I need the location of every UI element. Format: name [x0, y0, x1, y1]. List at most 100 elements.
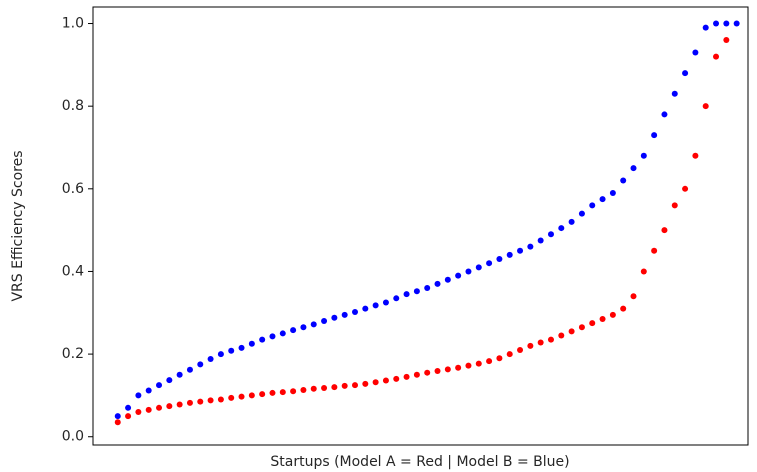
scatter-point	[135, 392, 142, 399]
scatter-point	[403, 291, 410, 298]
scatter-point	[506, 351, 513, 358]
scatter-point	[166, 403, 173, 410]
scatter-point	[558, 225, 565, 232]
scatter-point	[393, 295, 400, 302]
scatter-point	[352, 308, 358, 315]
scatter-point	[197, 361, 204, 368]
scatter-point	[125, 413, 132, 420]
scatter-point	[455, 272, 462, 279]
scatter-point	[372, 302, 379, 309]
scatter-point	[217, 351, 224, 358]
scatter-point	[290, 327, 297, 334]
scatter-point	[424, 284, 431, 291]
scatter-point	[723, 37, 730, 44]
scatter-point	[661, 111, 668, 118]
scatter-point	[547, 336, 554, 343]
y-tick-label: 0.8	[62, 98, 84, 114]
scatter-point	[321, 384, 328, 391]
scatter-point	[279, 330, 286, 337]
scatter-point	[475, 360, 482, 367]
scatter-point	[259, 336, 266, 343]
scatter-point	[310, 321, 317, 328]
scatter-point	[486, 260, 493, 267]
scatter-point	[321, 318, 328, 325]
scatter-point	[620, 177, 627, 184]
scatter-point	[135, 408, 142, 415]
y-tick-label: 0.2	[62, 346, 84, 362]
scatter-point	[248, 340, 255, 347]
scatter-point	[331, 384, 338, 391]
scatter-point	[589, 202, 596, 209]
scatter-point	[640, 268, 647, 275]
scatter-point	[269, 333, 276, 340]
scatter-point	[372, 379, 379, 386]
scatter-point	[692, 152, 699, 159]
scatter-point	[238, 393, 245, 400]
scatter-point	[382, 377, 389, 384]
scatter-point	[434, 280, 441, 287]
scatter-point	[682, 185, 689, 192]
scatter-point	[238, 344, 245, 351]
scatter-point	[444, 276, 451, 283]
scatter-point	[517, 346, 524, 353]
scatter-point	[125, 404, 132, 411]
scatter-point	[609, 189, 616, 196]
scatter-point	[300, 387, 307, 394]
scatter-point	[176, 371, 183, 378]
scatter-point	[568, 328, 575, 335]
scatter-point	[692, 49, 699, 56]
scatter-point	[578, 324, 585, 331]
scatter-point	[228, 347, 235, 354]
scatter-point	[630, 165, 637, 172]
x-axis-label: Startups (Model A = Red | Model B = Blue…	[270, 454, 569, 470]
scatter-point	[671, 90, 678, 97]
scatter-point	[207, 397, 214, 404]
scatter-point	[186, 366, 193, 373]
scatter-point	[217, 396, 224, 403]
scatter-point	[465, 362, 472, 369]
scatter-point	[114, 413, 121, 420]
y-tick-label: 0.0	[62, 429, 84, 445]
scatter-point	[166, 377, 173, 384]
scatter-point	[723, 20, 730, 27]
scatter-point	[207, 356, 214, 363]
scatter-point	[537, 237, 544, 244]
scatter-point	[248, 392, 255, 399]
scatter-point	[145, 406, 152, 413]
scatter-point	[114, 419, 121, 426]
scatter-point	[506, 251, 513, 258]
y-tick-label: 0.6	[62, 181, 84, 197]
scatter-point	[733, 20, 740, 27]
scatter-point	[455, 364, 462, 371]
scatter-point	[382, 299, 389, 306]
scatter-point	[156, 404, 163, 411]
scatter-point	[599, 196, 606, 203]
scatter-point	[671, 202, 678, 209]
scatter-point	[609, 311, 616, 318]
scatter-point	[651, 247, 658, 254]
scatter-point	[620, 305, 627, 312]
scatter-point	[713, 20, 720, 27]
scatter-point	[547, 231, 554, 238]
scatter-point	[290, 388, 297, 395]
scatter-point	[259, 391, 266, 398]
scatter-point	[496, 256, 503, 263]
scatter-point	[517, 247, 524, 254]
scatter-point	[486, 358, 493, 365]
scatter-point	[228, 394, 235, 401]
scatter-point	[558, 332, 565, 339]
scatter-point	[362, 305, 369, 312]
scatter-point	[341, 382, 348, 389]
scatter-point	[352, 382, 358, 389]
scatter-point	[403, 373, 410, 380]
scatter-point	[413, 371, 420, 378]
scatter-point	[496, 355, 503, 362]
scatter-point	[682, 70, 689, 77]
scatter-point	[156, 382, 163, 389]
scatter-point	[661, 227, 668, 234]
y-tick-label: 1.0	[62, 16, 84, 32]
y-tick-label: 0.4	[62, 263, 84, 279]
scatter-point	[331, 314, 338, 321]
scatter-point	[300, 324, 307, 331]
scatter-point	[702, 24, 709, 31]
